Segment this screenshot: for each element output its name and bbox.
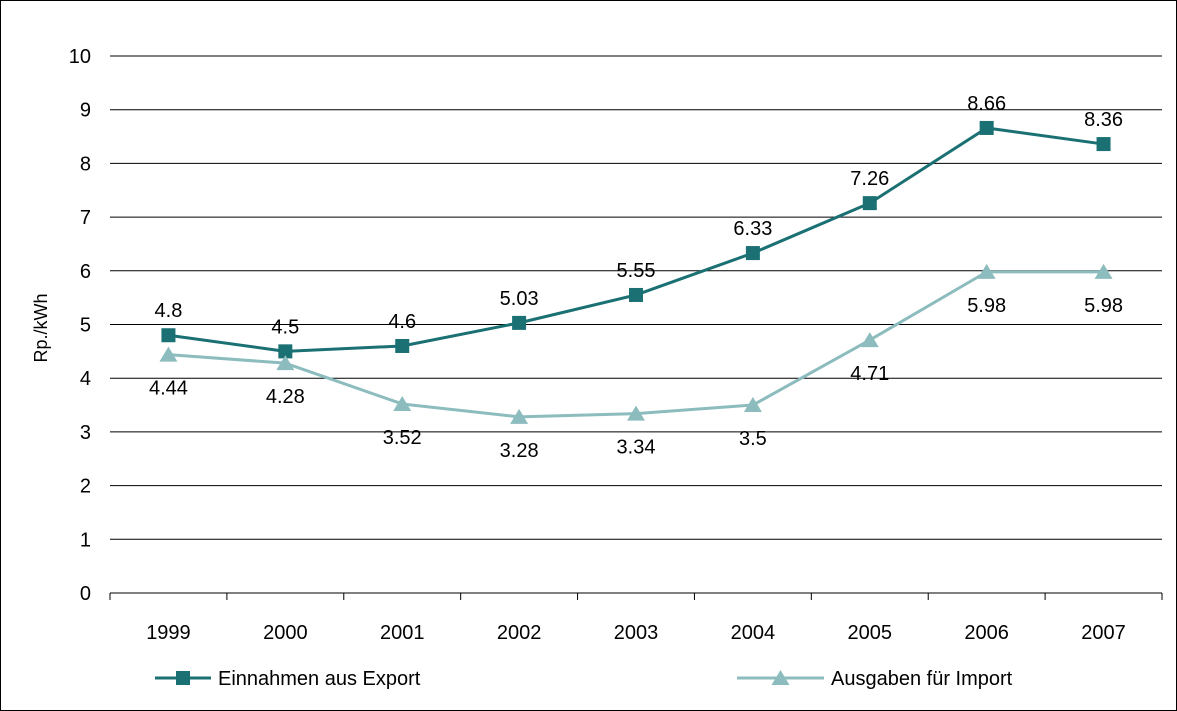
series-1-label-2001: 4.6	[388, 311, 416, 333]
y-tick-label-1: 1	[80, 529, 91, 551]
series-1-label-2007: 8.36	[1084, 109, 1123, 131]
x-tick-label-1999: 1999	[146, 622, 191, 644]
data-labels: 4.8 4.5 4.6 5.03 5.55 6.33 7.26 8.66 8.36 4.44 4.2…	[149, 93, 1123, 462]
series-2-label-2003: 3.34	[617, 437, 656, 459]
y-tick-label-5: 5	[80, 315, 91, 337]
y-tick-label-2: 2	[80, 476, 91, 498]
series-2-point-1999	[159, 346, 178, 362]
y-tick-label-6: 6	[80, 261, 91, 283]
series-group	[159, 120, 1113, 424]
series-1-point-2004	[745, 246, 760, 261]
series-line-1	[168, 126, 1104, 353]
y-tick-label-10: 10	[69, 46, 91, 68]
series-2-label-1999: 4.44	[149, 378, 188, 400]
series-2-label-2001: 3.52	[383, 427, 422, 449]
series-2-label-2005: 4.71	[850, 363, 889, 385]
series-2-label-2002: 3.28	[500, 440, 539, 462]
series-1-label-2002: 5.03	[500, 288, 539, 310]
y-axis-title: Rp./kWh	[31, 293, 51, 362]
series-1-label-1999: 4.8	[155, 300, 183, 322]
series-2-label-2006: 5.98	[967, 295, 1006, 317]
x-tick-label-2004: 2004	[731, 622, 776, 644]
series-2-label-2004: 3.5	[739, 428, 767, 450]
x-tick-label-2000: 2000	[263, 622, 308, 644]
series-1-point-1999	[161, 328, 176, 343]
series-2-point-2005	[860, 332, 879, 348]
legend-label-2: Ausgaben für Import	[831, 668, 1013, 690]
y-tick-label-7: 7	[80, 207, 91, 229]
y-tick-label-4: 4	[80, 368, 91, 390]
x-axis: 1999 2000 2001 2002 2003 2004 2005 2006 2007	[109, 592, 1163, 644]
x-tick-label-2005: 2005	[848, 622, 893, 644]
y-axis-ticks: 0 1 2 3 4 5 6 7 8 9 10	[69, 46, 91, 605]
series-2-point-2001	[393, 395, 412, 411]
legend-label-1: Einnahmen aus Export	[218, 668, 421, 690]
series-1-label-2006: 8.66	[967, 93, 1006, 115]
series-1-point-2007	[1096, 137, 1111, 152]
series-1-point-2000	[278, 344, 293, 359]
series-2-point-2002	[510, 408, 529, 424]
x-tick-label-2001: 2001	[380, 622, 425, 644]
series-1-point-2005	[862, 196, 877, 211]
series-2-label-2007: 5.98	[1084, 295, 1123, 317]
series-1-point-2001	[395, 338, 410, 353]
series-2-point-2006	[977, 263, 996, 279]
series-1-label-2003: 5.55	[617, 260, 656, 282]
series-1-label-2004: 6.33	[733, 218, 772, 240]
series-2-label-2000: 4.28	[266, 386, 305, 408]
legend-marker-1	[176, 671, 190, 685]
series-1-label-2005: 7.26	[850, 168, 889, 190]
series-1-point-2003	[629, 287, 643, 302]
y-tick-label-3: 3	[80, 422, 91, 444]
legend: Einnahmen aus Export Ausgaben für Import	[155, 668, 1013, 690]
series-2-point-2000	[276, 355, 295, 371]
series-2-point-2003	[627, 405, 645, 421]
y-tick-label-0: 0	[80, 583, 91, 605]
legend-marker-2	[771, 670, 790, 685]
series-2-point-2004	[743, 397, 762, 413]
y-tick-label-8: 8	[80, 153, 91, 175]
series-1-label-2000: 4.5	[271, 316, 299, 338]
y-tick-label-9: 9	[80, 100, 91, 122]
series-1-point-2002	[512, 315, 527, 330]
x-tick-label-2007: 2007	[1081, 622, 1126, 644]
x-tick-label-2003: 2003	[614, 622, 659, 644]
x-tick-label-2002: 2002	[497, 622, 542, 644]
series-1-point-2006	[979, 120, 994, 135]
series-2-point-2007	[1094, 263, 1113, 279]
x-tick-label-2006: 2006	[964, 622, 1009, 644]
